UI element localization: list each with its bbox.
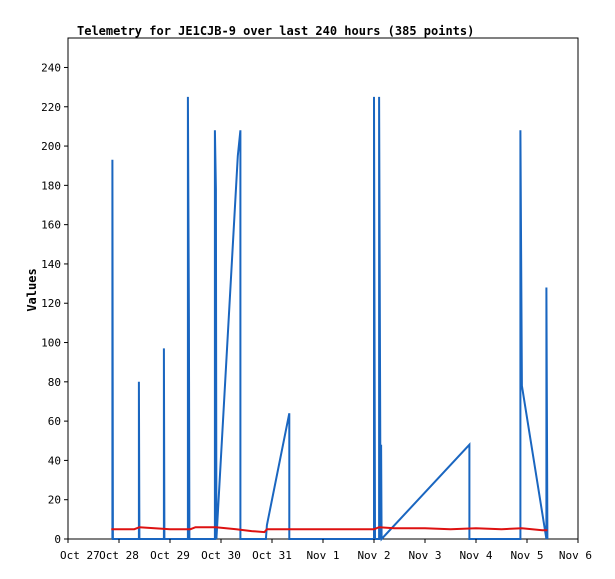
x-tick-label: Nov 5 <box>510 549 543 562</box>
x-tick-label: Nov 3 <box>408 549 441 562</box>
y-ticks: 0 20 40 60 80 100 120 140 160 180 200 220 240 <box>41 61 68 546</box>
y-tick-label: 220 <box>41 101 61 114</box>
x-tick-label: Oct 30 <box>201 549 241 562</box>
y-tick-label: 200 <box>41 140 61 153</box>
x-tick-label: Nov 2 <box>357 549 390 562</box>
y-tick-label: 80 <box>48 376 61 389</box>
series-layer <box>111 96 549 542</box>
y-tick-label: 180 <box>41 179 61 192</box>
y-tick-label: 160 <box>41 219 61 232</box>
x-tick-label: Oct 27 <box>60 549 100 562</box>
x-tick-label: Nov 1 <box>306 549 339 562</box>
y-axis-label: Values <box>25 268 39 311</box>
x-tick-label: Oct 28 <box>99 549 139 562</box>
y-tick-label: 240 <box>41 61 61 74</box>
plot-frame <box>67 37 579 540</box>
y-tick-label: 20 <box>48 494 61 507</box>
chart-title: Telemetry for JE1CJB-9 over last 240 hou… <box>77 24 474 38</box>
y-tick-label: 100 <box>41 337 61 350</box>
y-tick-label: 140 <box>41 258 61 271</box>
x-ticks: Oct 27 Oct 28 Oct 29 Oct 30 Oct 31 Nov 1 Nov 2… <box>60 539 592 562</box>
y-tick-label: 0 <box>54 533 61 546</box>
x-tick-label: Nov 6 <box>559 549 592 562</box>
x-tick-label: Oct 31 <box>252 549 292 562</box>
y-tick-label: 60 <box>48 415 61 428</box>
x-tick-label: Nov 4 <box>459 549 492 562</box>
series-line-blue <box>111 96 549 542</box>
series-line-red <box>111 526 548 534</box>
x-tick-label: Oct 29 <box>150 549 190 562</box>
y-tick-label: 40 <box>48 454 61 467</box>
y-tick-label: 120 <box>41 297 61 310</box>
